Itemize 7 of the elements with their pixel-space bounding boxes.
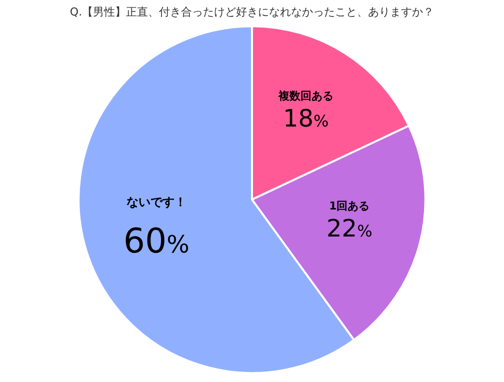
slice-label: ないです！ [126, 194, 186, 209]
data-label: 18% [283, 104, 329, 133]
chart-title: Q.【男性】正直、付き合ったけど好きになれなかったこと、ありますか？ [70, 5, 434, 18]
slice-label: 1回ある [329, 199, 370, 212]
data-label: 22% [326, 214, 372, 243]
slice-label: 複数回ある [277, 90, 334, 103]
data-label: 60% [123, 222, 190, 262]
